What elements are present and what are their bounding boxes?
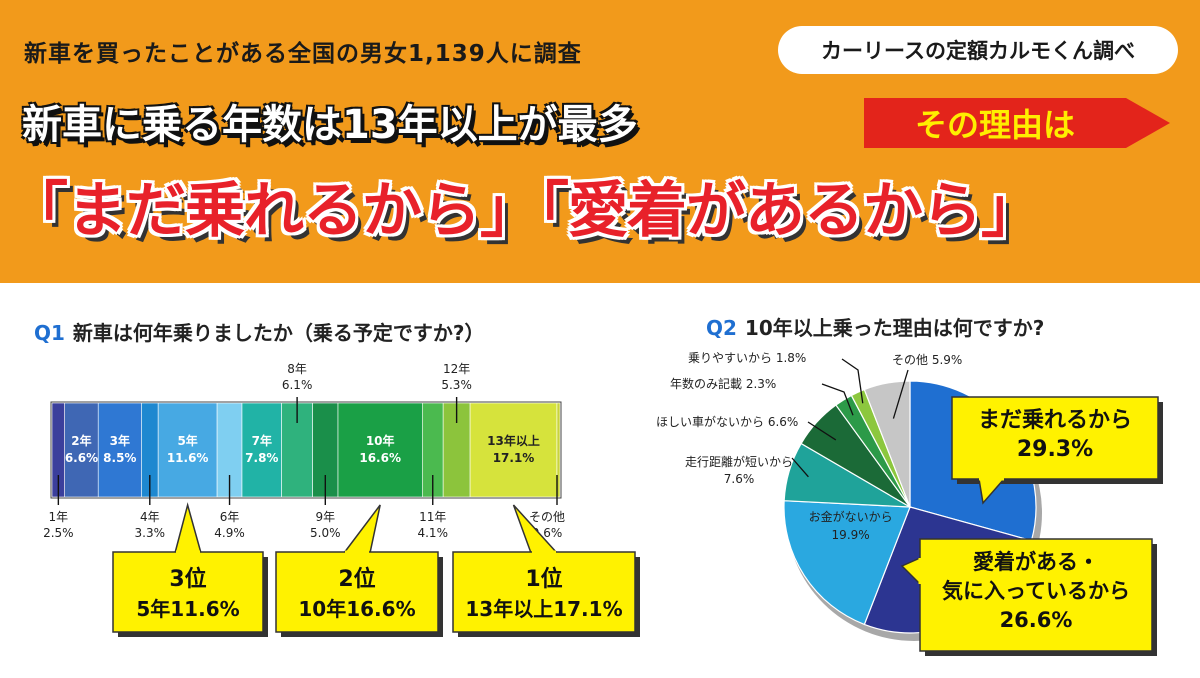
segment-name-label: 10年 [366,433,395,448]
segment-value-label: 11.6% [167,451,209,465]
segment-value-label: 6.6% [65,451,98,465]
segment-name-label: 8年 [287,362,307,376]
pie-slice-3 [783,500,911,626]
callout-reason-1-text: まだ乗れるから [978,408,1132,433]
bar-segment-14 [556,402,561,498]
segment-name-label: 5年 [177,433,197,448]
reason-arrow-icon [1126,98,1170,148]
callout-reason-1-box [951,396,1159,480]
callout-rank: 1位 [525,566,562,592]
q1-number: Q1 [34,321,65,345]
slice-leader-line [892,369,909,419]
callout-pointer [174,502,202,554]
segment-value-label: 2.5% [43,526,74,540]
segment-name-label: 13年以上 [487,433,540,448]
segment-name-label: 9年 [315,510,335,524]
slice-leader-line [807,421,837,441]
main-quote: 「まだ乗れるから」「愛着があるから」 [8,176,1041,246]
callout-reason-2-text: 気に入っているから [942,579,1130,603]
callout-rank: 2位 [338,566,375,592]
slice-label: 年数のみ記載 2.3% [670,376,776,391]
bar-segment-2 [64,402,99,498]
callout-reason-2-text: 愛着がある・ [973,550,1099,574]
q2-question: 10年以上乗った理由は何ですか? [744,316,1045,340]
slice-label: 乗りやすいから 1.8% [688,351,806,365]
q1-stacked-bar-chart: 1年2.5%2年6.6%3年8.5%4年3.3%5年11.6%6年4.9%7年7… [43,362,640,637]
reason-tag: その理由は [864,98,1126,148]
segment-value-label: 17.1% [493,451,535,465]
segment-name-label: 11年 [419,510,446,524]
segment-name-label: 1年 [49,510,69,524]
bar-segment-7 [241,402,282,498]
segment-value-label: 3.3% [135,526,166,540]
segment-value-label: 7.8% [245,451,278,465]
q1-title: Q1 新車は何年乗りましたか（乗る予定ですか?） [34,317,485,346]
segment-value-label: 5.0% [310,526,341,540]
callout-reason-2-box [919,538,1153,652]
divider [0,283,1200,286]
callout-box [275,551,439,633]
segment-name-label: 7年 [252,433,272,448]
callout-pointer [342,504,381,554]
slice-name-label: お金がないから [809,509,893,524]
segment-value-label: 6.1% [282,378,313,392]
q2-title: Q2 10年以上乗った理由は何ですか? [706,312,1044,341]
bar-segment-3 [97,402,142,498]
q2-pie-chart: お金がないから 19.9% 走行距離が短いから 7.6% ほしい車がないから 6.6% 年… [656,351,1163,656]
slice-value-label: 19.9% [832,528,870,542]
segment-value-label: 16.6% [359,451,401,465]
callout-text: 10年16.6% [298,597,415,621]
segment-value-label: 5.3% [441,378,472,392]
headline: 新車に乗る年数は13年以上が最多 [22,102,638,148]
segment-value-label: 4.1% [417,526,448,540]
credit-badge: カーリースの定額カルモくん調べ [778,26,1178,74]
callout-text: 13年以上17.1% [465,597,622,621]
slice-value-label: 7.6% [724,472,755,486]
slice-leader-line [791,457,809,478]
bar-segment-5 [157,402,218,498]
callout-box [452,551,636,633]
slice-leader-line [841,358,864,404]
callout-box [112,551,264,633]
callout-text: 5年11.6% [136,597,239,621]
callout-rank: 3位 [169,566,206,592]
segment-name-label: 12年 [443,362,470,376]
slice-leader-line [821,383,854,416]
bar-frame [50,401,562,499]
callout-reason-2-text: 26.6% [1000,608,1073,632]
bar-segment-10 [337,402,423,498]
segment-name-label: 6年 [220,510,240,524]
callout-reason-1-text: 29.3% [1017,437,1093,462]
pie-slice-8 [863,380,911,508]
q2-number: Q2 [706,316,737,340]
segment-name-label: 4年 [140,510,160,524]
slice-label: その他 5.9% [892,353,962,367]
segment-value-label: 4.9% [214,526,245,540]
segment-value-label: 8.5% [103,451,136,465]
slice-name-label: 走行距離が短いから [685,454,793,469]
slice-label: ほしい車がないから 6.6% [656,414,798,429]
segment-name-label: その他 [529,510,565,524]
segment-name-label: 2年 [71,433,91,448]
survey-description: 新車を買ったことがある全国の男女1,139人に調査 [24,41,582,67]
q1-question: 新車は何年乗りましたか（乗る予定ですか?） [72,321,485,345]
bar-segment-13 [469,402,558,498]
segment-name-label: 3年 [110,433,130,448]
